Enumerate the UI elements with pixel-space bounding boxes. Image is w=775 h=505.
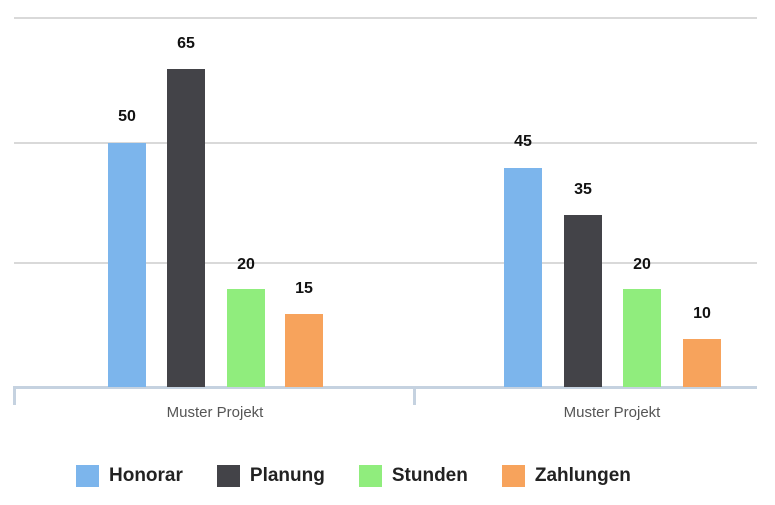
data-label: 15 bbox=[295, 280, 313, 297]
legend-label: Planung bbox=[249, 465, 325, 486]
x-axis bbox=[14, 386, 757, 389]
legend-item-stunden[interactable]: Stunden bbox=[358, 465, 468, 487]
data-label: 35 bbox=[574, 181, 592, 198]
bar-stunden-1[interactable] bbox=[227, 289, 265, 387]
data-label: 65 bbox=[177, 35, 195, 52]
bar-planung-2[interactable] bbox=[564, 215, 602, 387]
legend: Honorar Planung Stunden Zahlungen bbox=[76, 463, 665, 489]
legend-swatch bbox=[216, 465, 240, 487]
legend-swatch bbox=[358, 465, 382, 487]
data-label: 10 bbox=[693, 305, 711, 322]
x-axis-label: Muster Projekt bbox=[166, 404, 264, 421]
data-label: 45 bbox=[514, 133, 532, 150]
legend-label: Stunden bbox=[391, 465, 468, 486]
gridline bbox=[14, 142, 757, 144]
legend-label: Zahlungen bbox=[534, 465, 631, 486]
data-label: 20 bbox=[237, 256, 255, 273]
legend-item-planung[interactable]: Planung bbox=[216, 465, 325, 487]
data-label: 20 bbox=[633, 256, 651, 273]
legend-swatch bbox=[501, 465, 525, 487]
gridline bbox=[14, 262, 757, 264]
x-axis-label: Muster Projekt bbox=[563, 404, 661, 421]
legend-item-honorar[interactable]: Honorar bbox=[76, 465, 183, 487]
bar-honorar-2[interactable] bbox=[504, 168, 542, 387]
bar-zahlungen-2[interactable] bbox=[683, 339, 721, 387]
gridline bbox=[14, 17, 757, 19]
bar-zahlungen-1[interactable] bbox=[285, 314, 323, 387]
x-axis-tick bbox=[13, 386, 16, 405]
bar-planung-1[interactable] bbox=[167, 69, 205, 387]
data-label: 50 bbox=[118, 108, 136, 125]
legend-label: Honorar bbox=[109, 465, 183, 486]
x-axis-tick bbox=[413, 386, 416, 405]
legend-swatch bbox=[76, 465, 99, 487]
legend-item-zahlungen[interactable]: Zahlungen bbox=[501, 465, 631, 487]
bar-honorar-1[interactable] bbox=[108, 143, 146, 387]
bar-stunden-2[interactable] bbox=[623, 289, 661, 387]
